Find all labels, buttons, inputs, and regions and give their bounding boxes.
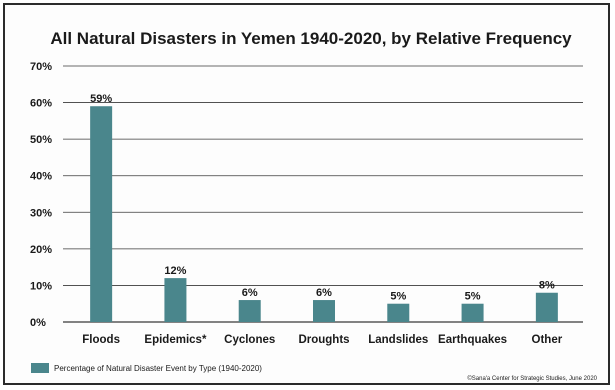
category-label: Earthquakes (438, 334, 507, 346)
data-label: 8% (539, 280, 555, 292)
legend: Percentage of Natural Disaster Event by … (31, 363, 262, 373)
data-label: 6% (316, 287, 332, 299)
y-tick-label: 50% (30, 134, 52, 146)
data-labels: 59% 12% 6% 6% 5% 5% 8% (90, 93, 555, 302)
y-tick-label: 0% (30, 317, 46, 329)
bar-other (535, 292, 558, 322)
bar-earthquakes (461, 303, 484, 322)
source-credit: ©Sana'a Center for Strategic Studies, Ju… (467, 375, 597, 382)
data-label: 5% (390, 291, 406, 303)
data-label: 59% (90, 93, 112, 105)
gridlines (63, 65, 583, 323)
bar-cyclones (238, 300, 261, 322)
y-tick-label: 20% (30, 244, 52, 256)
category-label: Landslides (368, 334, 428, 346)
legend-label: Percentage of Natural Disaster Event by … (54, 364, 262, 373)
bar-landslides (387, 303, 410, 322)
category-label: Cyclones (224, 334, 275, 346)
y-tick-label: 30% (30, 207, 52, 219)
chart-title: All Natural Disasters in Yemen 1940-2020… (50, 29, 572, 48)
y-tick-label: 70% (30, 61, 52, 73)
category-label: Droughts (298, 334, 349, 346)
data-label: 6% (242, 287, 258, 299)
bars (90, 106, 558, 322)
bar-droughts (313, 300, 335, 322)
category-label: Other (532, 334, 563, 346)
data-label: 12% (164, 265, 186, 277)
x-axis-category-labels: Floods Epidemics* Cyclones Droughts Landslid… (82, 334, 562, 346)
y-tick-label: 10% (30, 280, 52, 292)
bar-epidemics (164, 278, 187, 322)
category-label: Floods (82, 334, 120, 346)
category-label: Epidemics* (144, 334, 207, 346)
bar-floods (90, 106, 113, 322)
legend-swatch (31, 363, 49, 373)
y-axis-tick-labels: 0% 10% 20% 30% 40% 50% 60% 70% (30, 61, 52, 329)
y-tick-label: 60% (30, 98, 52, 110)
y-tick-label: 40% (30, 171, 52, 183)
data-label: 5% (465, 291, 481, 303)
